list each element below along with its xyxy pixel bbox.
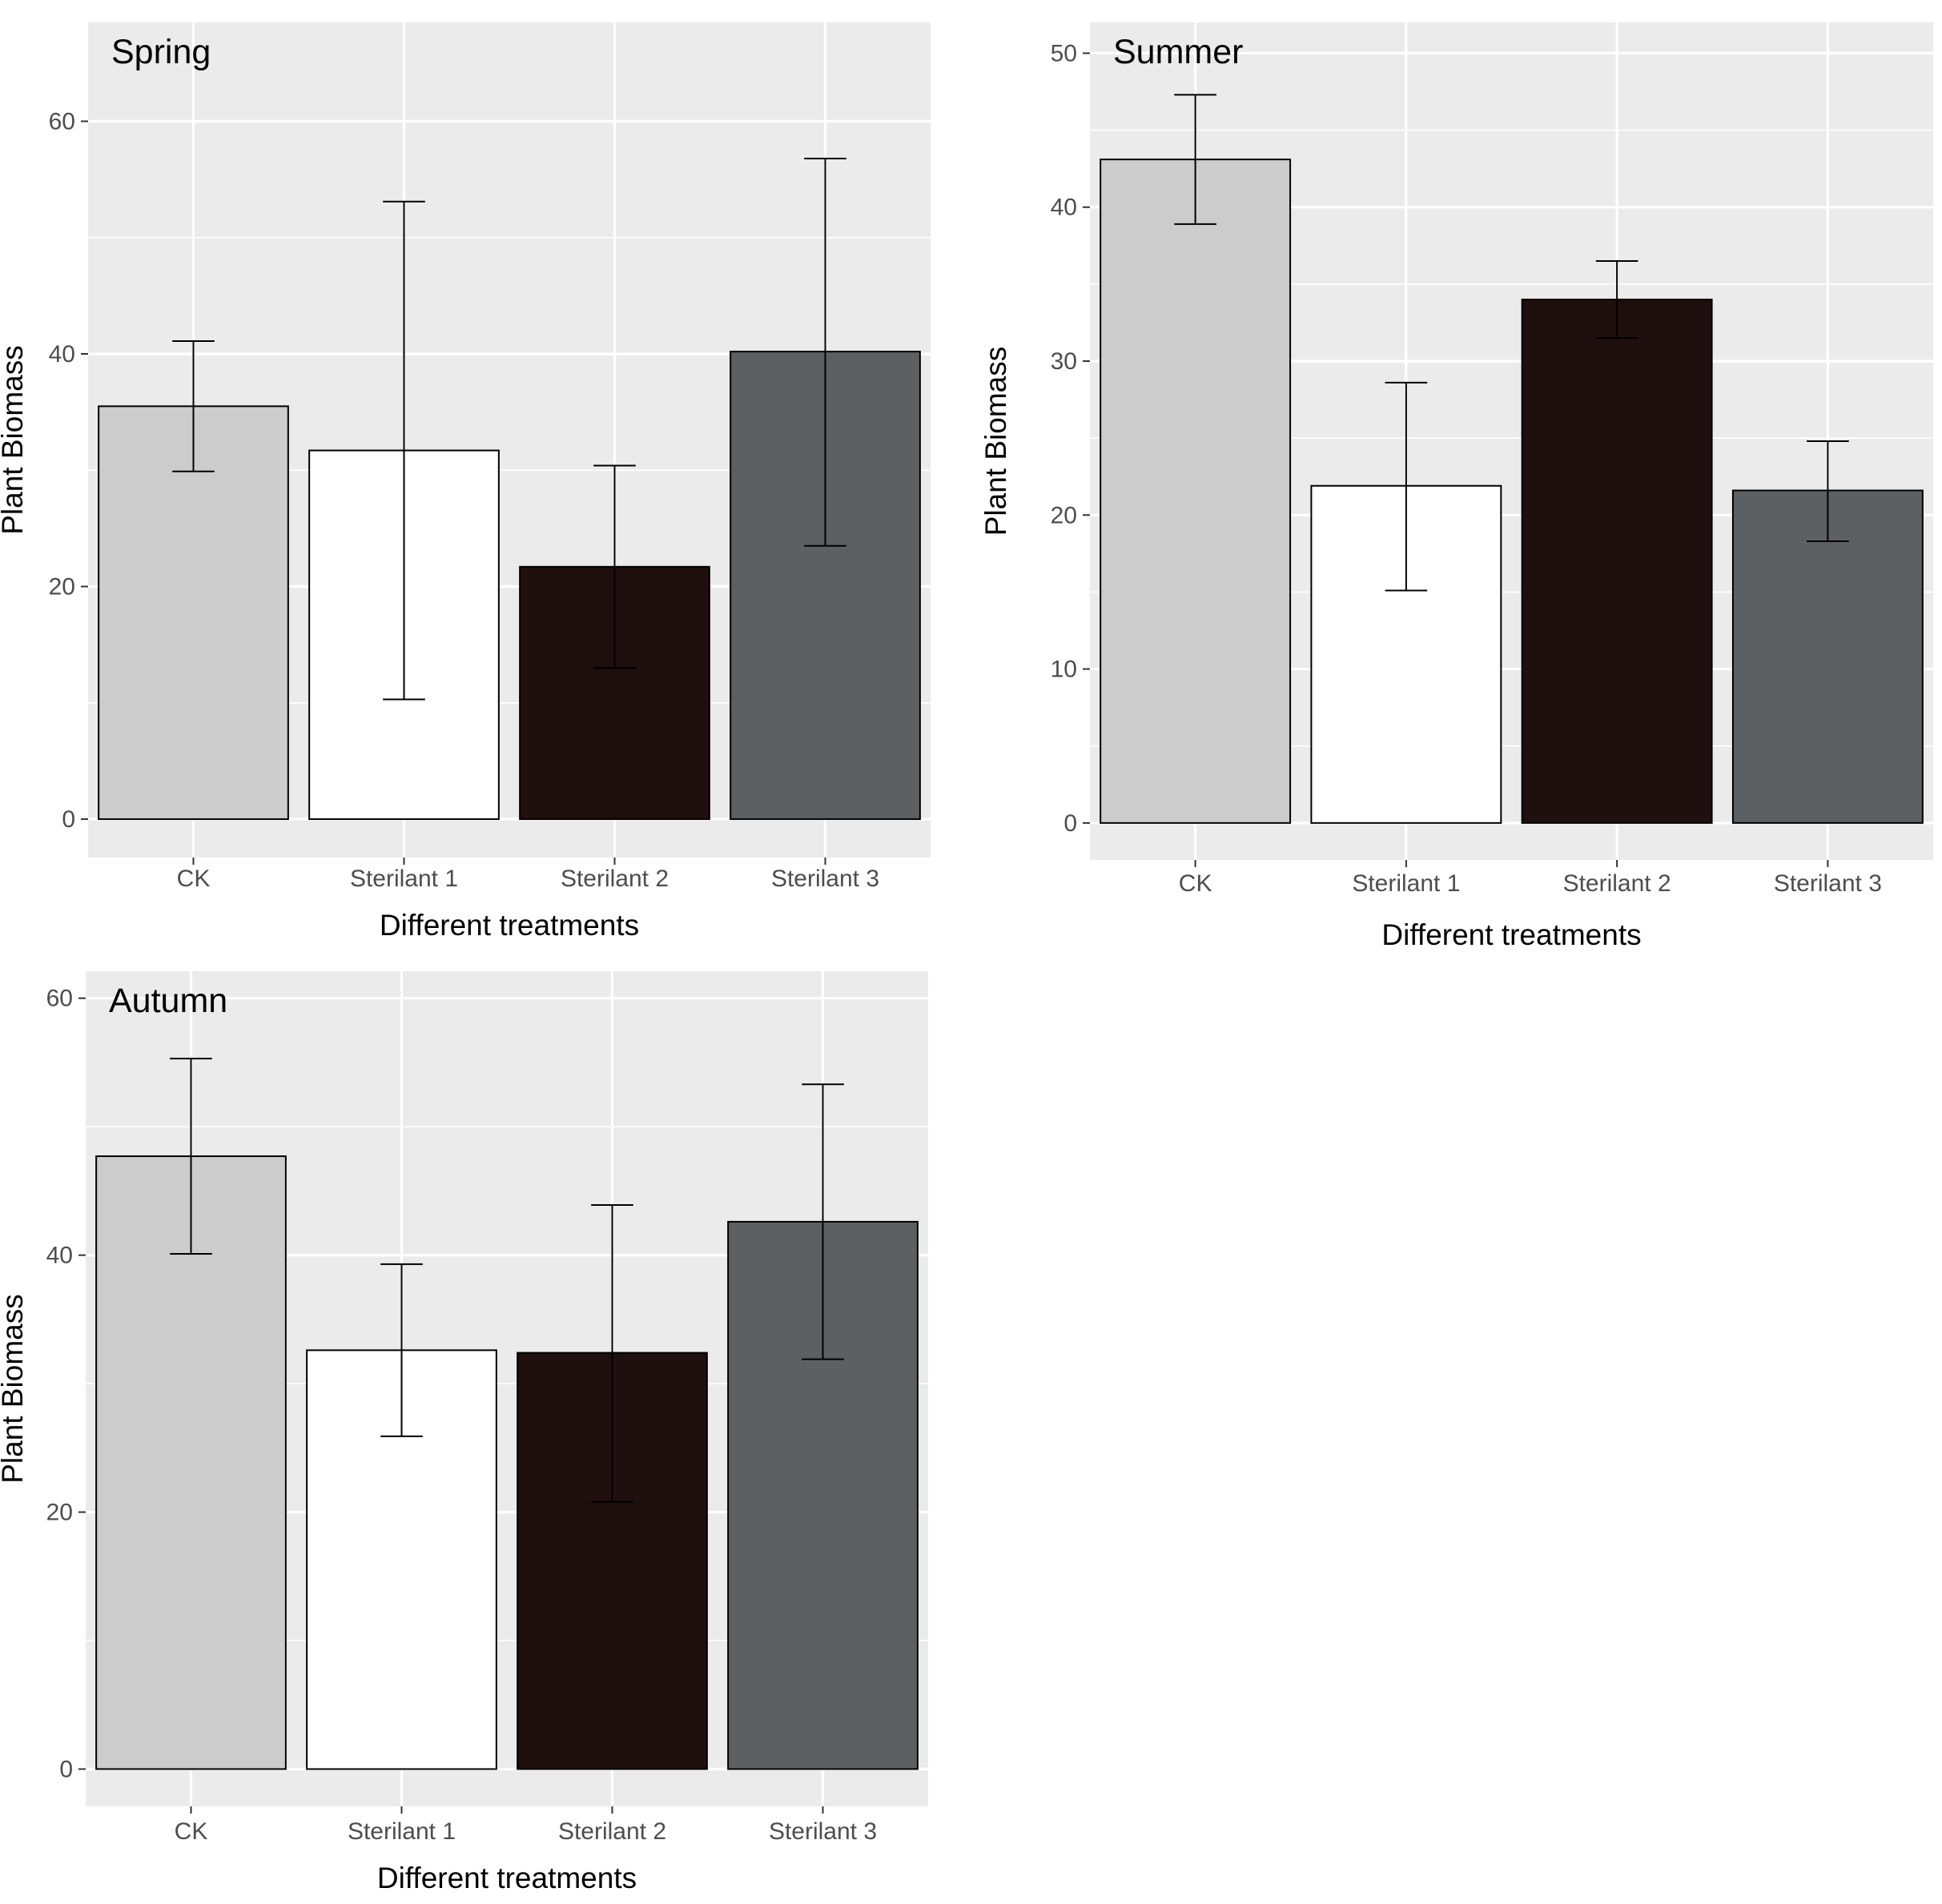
spring-error-bar-sterilant-3 xyxy=(804,157,846,547)
autumn-error-bar-sterilant-3 xyxy=(802,1083,844,1360)
summer-bar-ck xyxy=(1100,159,1292,824)
autumn-y-tick-label: 0 xyxy=(59,1756,73,1782)
summer-error-bar-sterilant-3 xyxy=(1807,440,1849,542)
spring-y-tick-label: 60 xyxy=(49,108,75,135)
spring-x-tick-label-sterilant-1: Sterilant 1 xyxy=(350,866,458,892)
spring-x-axis-title: Different treatments xyxy=(380,909,639,942)
spring-x-tick-label-sterilant-2: Sterilant 2 xyxy=(561,866,669,892)
summer-error-bar-sterilant-1 xyxy=(1385,381,1428,592)
spring-y-axis-title: Plant Biomass xyxy=(0,345,29,535)
summer-error-bar-sterilant-2 xyxy=(1595,260,1638,339)
summer-panel-title: Summer xyxy=(1113,33,1243,71)
summer-x-tick-label-sterilant-1: Sterilant 1 xyxy=(1352,870,1460,897)
summer-error-bar-ck xyxy=(1174,94,1216,225)
spring-panel: 0 20 40 60 CK Sterilant 1 Sterilant 2 Sterilant… xyxy=(0,22,931,942)
spring-x-tick-label-ck: CK xyxy=(177,866,211,892)
spring-y-tick-label: 0 xyxy=(62,806,75,833)
autumn-error-bar-ck xyxy=(170,1058,212,1255)
summer-panel: 0 10 20 30 40 50 CK Sterilant 1 Sterilant 2 Steri… xyxy=(979,22,1933,951)
summer-y-tick-label: 50 xyxy=(1051,40,1077,66)
summer-y-tick-label: 0 xyxy=(1063,810,1077,837)
spring-bar-ck xyxy=(98,405,289,821)
autumn-panel-title: Autumn xyxy=(109,982,227,1020)
summer-x-tick-label-sterilant-2: Sterilant 2 xyxy=(1563,870,1671,897)
spring-y-tick-label: 40 xyxy=(49,341,75,368)
autumn-x-tick-label-sterilant-3: Sterilant 3 xyxy=(769,1818,877,1845)
spring-y-tick-label: 20 xyxy=(49,574,75,601)
summer-x-tick-label-sterilant-3: Sterilant 3 xyxy=(1774,870,1882,897)
spring-error-bar-ck xyxy=(172,340,215,472)
autumn-y-tick-label: 40 xyxy=(46,1243,73,1269)
summer-bar-sterilant-2 xyxy=(1521,299,1713,824)
summer-bar-sterilant-3 xyxy=(1731,489,1924,824)
spring-panel-title: Spring xyxy=(111,33,211,71)
autumn-x-axis-title: Different treatments xyxy=(377,1862,637,1894)
summer-y-tick-label: 30 xyxy=(1051,348,1077,375)
spring-x-tick-label-sterilant-3: Sterilant 3 xyxy=(771,866,879,892)
autumn-panel: 0 20 40 60 CK Sterilant 1 Sterilant 2 Sterilant… xyxy=(0,971,928,1894)
autumn-error-bar-sterilant-1 xyxy=(380,1263,423,1437)
autumn-y-axis-title: Plant Biomass xyxy=(0,1294,29,1484)
summer-x-axis-title: Different treatments xyxy=(1381,918,1641,951)
autumn-bar-ck xyxy=(95,1155,287,1770)
autumn-error-bar-sterilant-2 xyxy=(591,1204,633,1503)
autumn-y-tick-label: 60 xyxy=(46,986,73,1012)
summer-y-tick-label: 10 xyxy=(1051,657,1077,683)
summer-y-tick-label: 20 xyxy=(1051,502,1077,528)
summer-y-axis-title: Plant Biomass xyxy=(979,347,1012,536)
spring-error-bar-sterilant-1 xyxy=(383,200,425,701)
summer-x-tick-label-ck: CK xyxy=(1179,870,1212,897)
autumn-x-tick-label-ck: CK xyxy=(175,1818,208,1845)
summer-y-tick-label: 40 xyxy=(1051,195,1077,221)
autumn-y-tick-label: 20 xyxy=(46,1500,73,1526)
spring-error-bar-sterilant-2 xyxy=(593,464,636,669)
autumn-x-tick-label-sterilant-1: Sterilant 1 xyxy=(348,1818,456,1845)
autumn-x-tick-label-sterilant-2: Sterilant 2 xyxy=(558,1818,666,1845)
